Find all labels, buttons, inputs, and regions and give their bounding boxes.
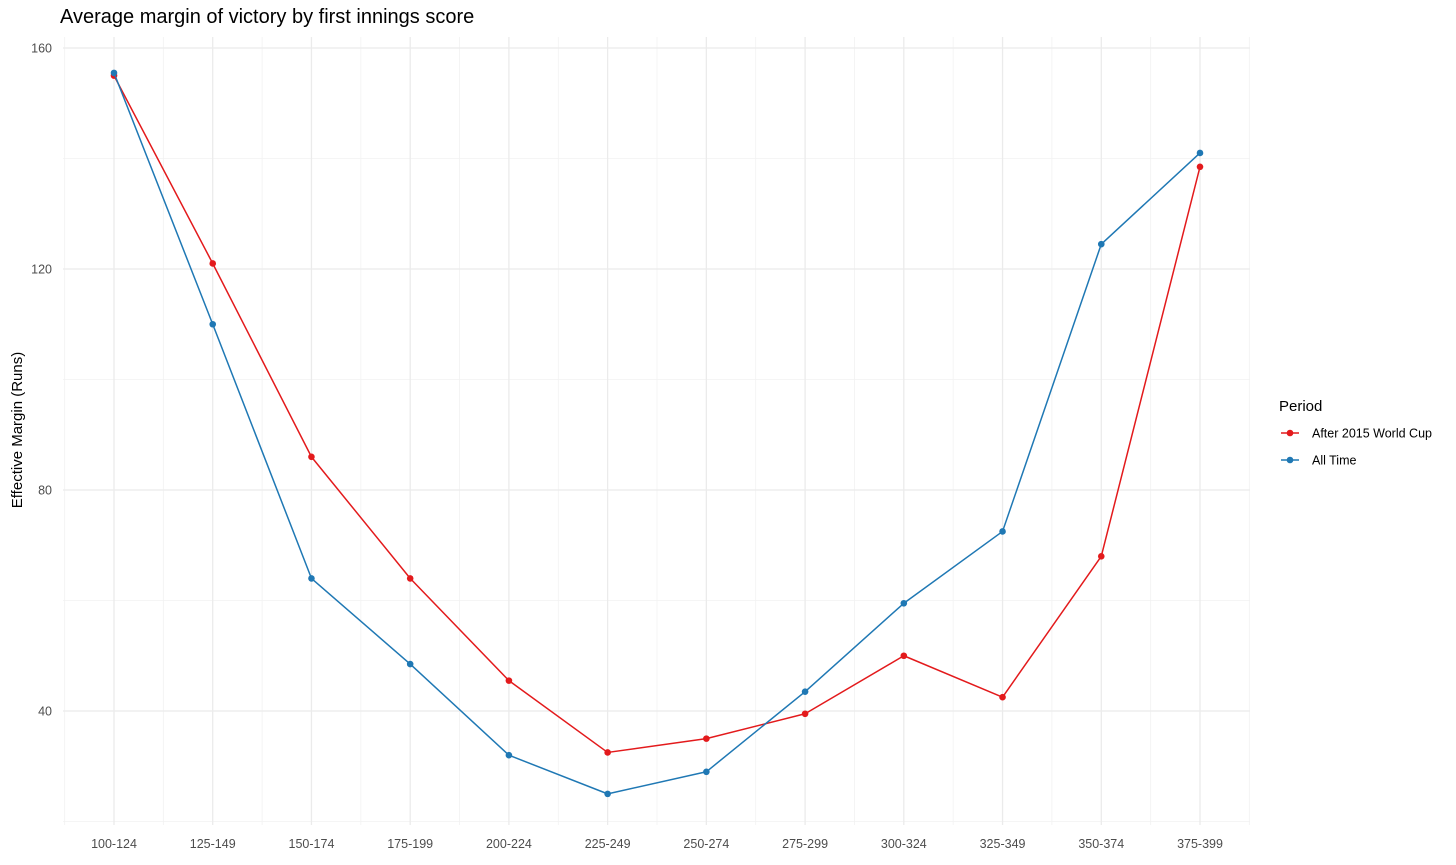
data-point — [801, 688, 809, 695]
data-point — [110, 69, 118, 77]
data-point — [703, 768, 710, 776]
data-point — [1097, 553, 1105, 560]
y-tick-label: 120 — [31, 263, 52, 277]
legend: Period After 2015 World Cup All Time — [1279, 398, 1432, 468]
x-tick-label: 225-249 — [585, 837, 631, 851]
data-point — [406, 575, 414, 582]
y-axis-title: Effective Margin (Runs) — [9, 352, 26, 508]
x-tick-label: 250-274 — [683, 837, 729, 851]
x-tick-label: 100-124 — [91, 837, 137, 851]
y-tick-label: 160 — [31, 42, 52, 56]
data-point — [1097, 240, 1105, 248]
x-tick-label: 325-349 — [980, 837, 1026, 851]
x-tick-label: 175-199 — [387, 837, 433, 851]
legend-label: After 2015 World Cup — [1312, 427, 1432, 441]
x-tick-label: 300-324 — [881, 837, 927, 851]
data-point — [900, 599, 908, 607]
legend-key-point — [1286, 429, 1294, 437]
data-point — [999, 693, 1006, 701]
legend-label: All Time — [1312, 454, 1357, 468]
x-tick-label: 275-299 — [782, 837, 828, 851]
data-point — [505, 751, 513, 759]
y-tick-label: 40 — [38, 705, 52, 719]
axis-layer: Effective Margin (Runs) 40 80 120 160 100-12… — [9, 42, 1223, 852]
x-tick-label: 150-174 — [289, 837, 335, 851]
data-point — [1196, 149, 1204, 157]
series-layer — [110, 69, 1204, 798]
data-point — [406, 660, 414, 668]
data-point — [999, 528, 1006, 535]
data-point — [604, 790, 611, 798]
data-point — [801, 710, 809, 718]
chart-title: Average margin of victory by first innin… — [60, 6, 475, 28]
series-line — [113, 75, 1201, 754]
x-tick-label: 375-399 — [1177, 837, 1223, 851]
series-line — [113, 72, 1201, 795]
grid-layer — [63, 37, 1250, 825]
data-point — [900, 652, 908, 660]
legend-title: Period — [1279, 398, 1322, 415]
data-point — [1196, 163, 1204, 171]
data-point — [308, 453, 315, 461]
y-tick-label: 80 — [38, 484, 52, 498]
data-point — [209, 320, 217, 328]
x-tick-label: 350-374 — [1078, 837, 1124, 851]
data-point — [209, 260, 217, 267]
data-point — [703, 735, 710, 742]
legend-key-point — [1286, 456, 1294, 464]
data-point — [308, 575, 315, 582]
x-tick-label: 125-149 — [190, 837, 236, 851]
data-point — [604, 749, 611, 756]
data-point — [505, 677, 513, 684]
x-tick-label: 200-224 — [486, 837, 532, 851]
